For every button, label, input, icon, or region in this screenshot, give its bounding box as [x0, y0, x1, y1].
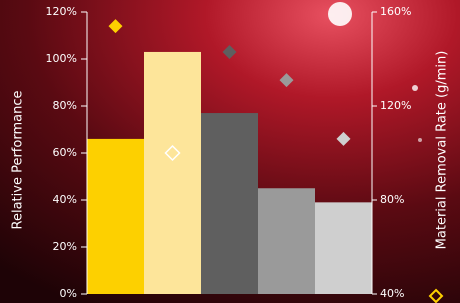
y-tick-label: 20% [53, 240, 77, 253]
y-tick-label: 100% [46, 52, 77, 65]
bar [258, 188, 315, 294]
bar [144, 52, 201, 294]
y2-tick-label: 160% [380, 5, 411, 18]
y-tick-label: 0% [60, 287, 77, 300]
y2-axis-title: Material Removal Rate (g/min) [435, 51, 450, 250]
bar [201, 113, 258, 294]
y-tick-label: 80% [53, 99, 77, 112]
y2-tick-label: 40% [380, 287, 404, 300]
y-tick-label: 60% [53, 146, 77, 159]
star [328, 2, 352, 26]
chart: Relative Performance Material Removal Ra… [0, 0, 460, 303]
y-axis-title: Relative Performance [11, 91, 26, 230]
star [412, 85, 418, 91]
bar [315, 202, 372, 294]
y2-tick-label: 120% [380, 99, 411, 112]
y-tick-label: 120% [46, 5, 77, 18]
bar [87, 139, 144, 294]
star [418, 138, 422, 142]
y2-tick-label: 80% [380, 193, 404, 206]
y-tick-label: 40% [53, 193, 77, 206]
